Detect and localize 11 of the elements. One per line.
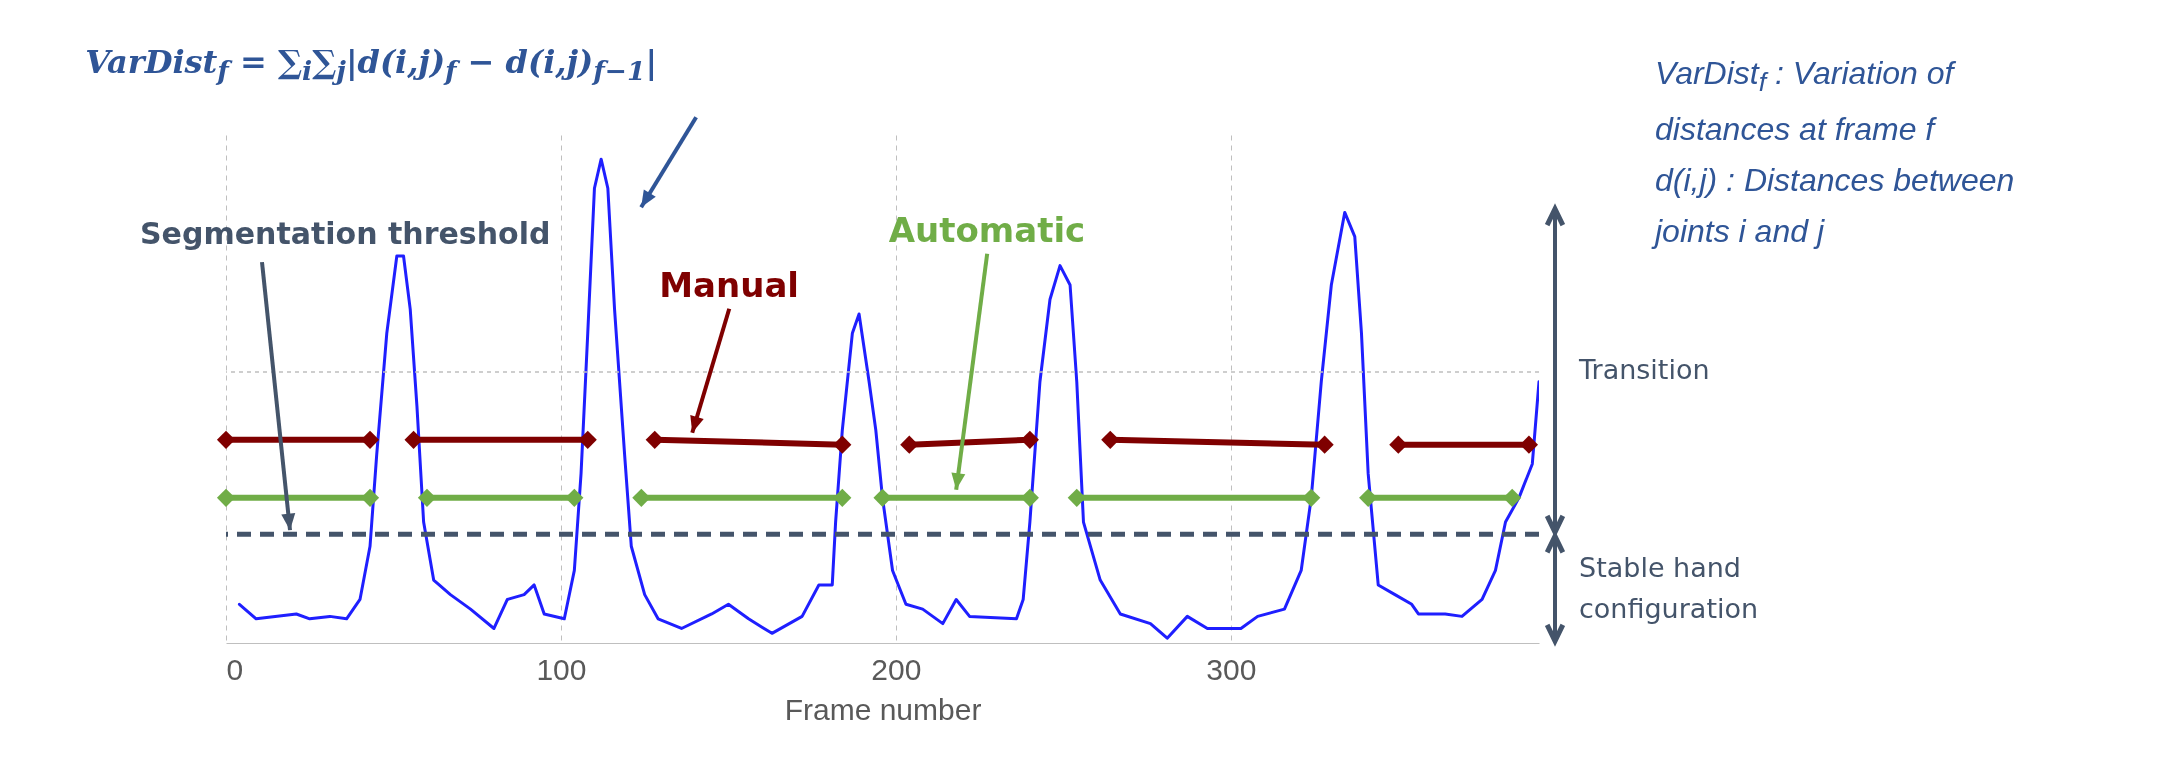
x-tick-label: 100: [536, 652, 587, 686]
x-tick-label: 0: [226, 652, 244, 686]
x-tick-label: 300: [1206, 652, 1257, 686]
text: Transition: [1579, 353, 1711, 388]
text: Stable hand configuration: [1579, 551, 1760, 626]
x-axis-title: Frame number: [784, 692, 982, 726]
x-tick-label: 200: [871, 652, 922, 686]
text: Automatic: [888, 209, 1086, 250]
text: VarDist$_{f}$ = ∑$_{i}$∑$_{j}$|d(i,j)$_{f}$ − d(i,j)$_{f−1}$|: [85, 42, 658, 87]
text: Manual: [659, 264, 800, 305]
ref-line-label: Segmentation threshold: [140, 216, 551, 252]
